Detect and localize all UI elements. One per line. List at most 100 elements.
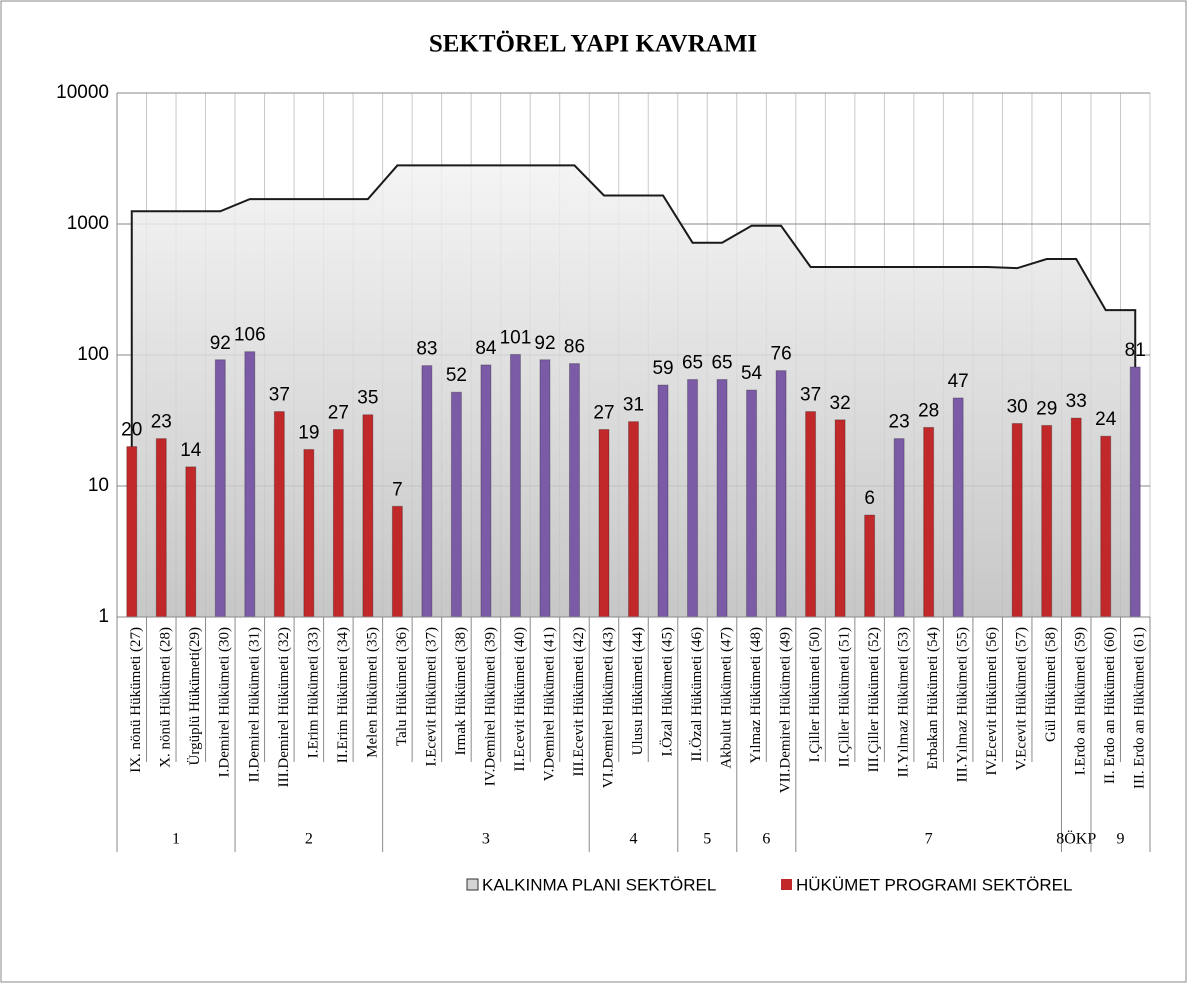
bar [539,359,551,618]
legend-label: KALKINMA PLANI SEKTÖREL [482,875,716,894]
x-tick-label: Ulusu Hükümeti (44) [630,627,646,755]
x-tick-label: V.Ecevit Hükümeti (57) [1014,627,1030,770]
x-tick-label: III.Çiller Hükümeti (52) [866,627,882,772]
x-tick-label: Irmak Hükümeti (38) [453,627,469,755]
x-tick-label: II.Yılmaz Hükümeti (53) [896,627,912,777]
data-label: 54 [741,363,763,384]
data-label: 37 [269,385,290,406]
bar [421,365,433,618]
bar [568,363,580,618]
bar [126,446,138,618]
y-tick-label: 10000 [56,82,109,103]
x-tick-label: Yılmaz Hükümeti (48) [748,627,764,764]
data-label: 76 [771,344,792,365]
bar [598,428,610,618]
data-label: 29 [1036,398,1057,419]
bar [509,353,521,618]
x-tick-label: IV.Ecevit Hükümeti (56) [984,627,1000,775]
data-label: 19 [298,422,319,443]
data-label: 81 [1125,340,1146,361]
group-label: 7 [925,831,933,848]
x-tick-label: Erbakan Hükümeti (54) [925,627,941,769]
data-label: 7 [392,479,403,500]
data-label: 86 [564,337,585,358]
bar [775,370,787,618]
data-label: 14 [180,440,202,461]
bar [391,505,403,618]
data-label: 37 [800,385,821,406]
bar [362,414,374,618]
x-tick-label: I.Ecevit Hükümeti (37) [423,627,439,767]
bar [1070,417,1082,618]
data-label: 83 [416,339,437,360]
y-tick-label: 10 [88,475,109,496]
area-line [130,164,1137,617]
bar [628,421,639,618]
x-tick-label: I.Erim Hükümeti (33) [305,627,321,758]
area [131,165,1136,617]
bar [893,438,905,618]
data-label: 30 [1007,397,1028,418]
group-label: 4 [630,831,638,848]
data-label: 24 [1095,409,1117,430]
data-label: 23 [151,412,172,433]
data-label: 20 [121,420,142,441]
data-label: 59 [652,358,673,379]
legend-swatch [466,878,479,891]
x-tick-label: II.Erim Hükümeti (34) [335,627,351,763]
bar [185,466,197,618]
data-label: 32 [830,393,851,414]
data-label: 33 [1066,391,1087,412]
x-tick-label: V.Demirel Hükümeti (41) [541,627,557,781]
data-label: 65 [711,353,732,374]
x-tick-label: II.Demirel Hükümeti (31) [246,627,262,782]
data-label: 52 [446,365,467,386]
data-label: 92 [534,333,555,354]
bar [1041,424,1053,618]
bar [303,448,315,618]
bar [155,438,167,618]
x-tick-label: I.Çiller Hükümeti (50) [807,627,823,762]
x-tick-label: III.Demirel Hükümeti (32) [276,627,292,787]
bar [923,426,935,618]
group-label: 3 [482,831,490,848]
bar [1100,435,1112,618]
data-label: 31 [623,395,644,416]
x-tick-label: I.Özal Hükümeti (45) [658,627,675,757]
data-label: 84 [475,338,497,359]
data-label: 65 [682,353,703,374]
bar [480,364,492,618]
y-tick-label: 1 [98,606,109,627]
x-tick-label: IV.Demirel Hükümeti (39) [482,627,498,786]
group-label: 2 [305,831,313,848]
bar [864,514,876,618]
bar [332,428,344,618]
chart-title: SEKTÖREL YAPI KAVRAMI [429,31,757,58]
x-tick-label: Ürgüplü Hükümeti(29) [186,627,203,765]
bar [834,419,846,618]
x-tick-label: IX. nönü Hükümeti (27) [128,627,144,773]
x-tick-label: Melen Hükümeti (35) [364,627,380,758]
x-tick-label: II. Erdo an Hükümeti (60) [1102,627,1118,784]
x-tick-label: III.Yılmaz Hükümeti (55) [955,627,971,782]
bar [244,351,256,618]
x-tick-label: X. nönü Hükümeti (28) [158,627,174,768]
data-label: 27 [328,403,349,424]
legend-label: HÜKÜMET PROGRAMI SEKTÖREL [796,875,1072,894]
x-tick-label: II.Özal Hükümeti (46) [688,627,705,762]
bar [214,359,226,618]
x-tick-label: III. Erdo an Hükümeti (61) [1132,627,1148,789]
bar [805,411,817,618]
x-tick-label: II.Ecevit Hükümeti (40) [512,627,528,772]
x-tick-label: III.Ecevit Hükümeti (42) [571,627,587,777]
group-label: 1 [172,831,180,848]
x-tick-label: Gül Hükümeti (58) [1043,627,1059,742]
bar [687,379,699,618]
data-label: 23 [889,412,910,433]
y-tick-label: 1000 [67,213,109,234]
bar [716,379,728,618]
bar [450,391,462,618]
data-label: 6 [864,488,875,509]
data-label: 106 [234,325,266,346]
group-label: 5 [703,831,711,848]
